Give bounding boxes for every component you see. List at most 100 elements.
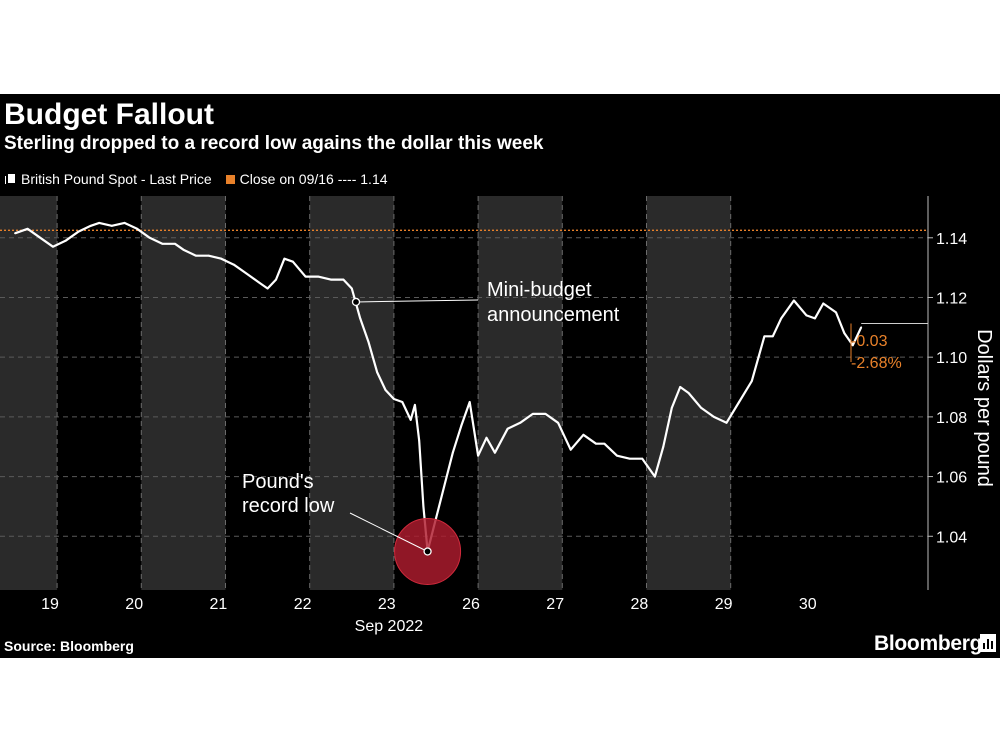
series-point bbox=[851, 344, 854, 347]
series-point bbox=[628, 457, 631, 460]
series-point bbox=[531, 412, 534, 415]
change-label: -2.68% bbox=[851, 355, 902, 372]
x-tick-label: 23 bbox=[378, 596, 396, 613]
series-point bbox=[771, 335, 774, 338]
series-point bbox=[763, 335, 766, 338]
reference-swatch-icon bbox=[225, 174, 235, 184]
y-tick-label: 1.12 bbox=[936, 290, 967, 307]
series-point bbox=[835, 311, 837, 314]
x-tick-label: 29 bbox=[715, 596, 733, 613]
x-axis-ticks: 19 20 21 22 23 26 27 28 29 30 bbox=[41, 596, 817, 613]
series-point bbox=[195, 254, 197, 257]
series-point bbox=[822, 302, 825, 305]
series-point bbox=[401, 401, 404, 403]
series-point bbox=[595, 442, 597, 445]
low-leader-line bbox=[349, 512, 428, 552]
series-point bbox=[342, 278, 345, 281]
series-point bbox=[51, 245, 54, 248]
gridlines bbox=[0, 237, 928, 537]
low-point-marker bbox=[423, 547, 432, 556]
x-tick-label: 28 bbox=[631, 596, 649, 613]
series-point bbox=[123, 221, 126, 224]
series-point bbox=[792, 299, 795, 302]
series-point bbox=[670, 407, 673, 409]
x-axis-label: Sep 2022 bbox=[355, 618, 424, 635]
series-point bbox=[477, 454, 479, 457]
line-series-swatch-icon bbox=[5, 174, 15, 184]
weekday-shading bbox=[0, 196, 732, 590]
series-point bbox=[603, 442, 606, 445]
series-point bbox=[679, 386, 682, 388]
series-point bbox=[687, 392, 690, 394]
series-point bbox=[700, 407, 703, 409]
y-axis-label: Dollars per pound bbox=[973, 329, 995, 487]
series-point bbox=[89, 224, 92, 227]
series-point bbox=[98, 221, 101, 224]
price-chart: 1.04 1.06 1.08 1.10 1.12 1.14 19 20 21 22 23 26 27 2… bbox=[0, 196, 995, 635]
series-point bbox=[182, 248, 185, 251]
series-point bbox=[275, 278, 277, 281]
series-point bbox=[422, 505, 425, 508]
y-tick-label: 1.06 bbox=[936, 470, 967, 487]
series-point bbox=[350, 287, 353, 290]
y-tick-label: 1.08 bbox=[936, 410, 967, 427]
series-point bbox=[77, 230, 80, 233]
last-value-marker: -0.03 -2.68% bbox=[850, 322, 928, 372]
series-point bbox=[468, 401, 471, 403]
series-point bbox=[148, 236, 151, 239]
series-point bbox=[725, 421, 728, 424]
legend: British Pound Spot - Last Price Close on… bbox=[4, 170, 388, 188]
low-annotation-text: Pound's bbox=[242, 471, 314, 493]
series-point bbox=[409, 418, 412, 421]
series-point bbox=[460, 424, 463, 427]
series-point bbox=[304, 275, 307, 278]
budget-leader-line bbox=[356, 299, 479, 303]
series-point bbox=[557, 421, 559, 424]
change-label: -0.03 bbox=[851, 333, 888, 350]
series-point bbox=[616, 454, 618, 457]
y-tick-label: 1.14 bbox=[936, 231, 967, 248]
series-point bbox=[384, 389, 387, 391]
brand-logo: Bloomberg bbox=[874, 632, 983, 655]
series-point bbox=[266, 287, 269, 290]
series-point bbox=[110, 224, 113, 227]
series-point bbox=[519, 421, 522, 424]
series-point bbox=[654, 475, 656, 478]
series-point bbox=[245, 272, 248, 275]
source-note: Source: Bloomberg bbox=[4, 638, 134, 654]
series-point bbox=[283, 257, 286, 260]
series-point bbox=[738, 401, 741, 403]
x-tick-label: 27 bbox=[546, 596, 564, 613]
legend-item-reference: Close on 09/16 ---- 1.14 bbox=[225, 170, 388, 188]
series-point bbox=[712, 415, 715, 418]
series-point bbox=[14, 232, 16, 235]
x-tick-label: 19 bbox=[41, 596, 59, 613]
series-point bbox=[359, 317, 362, 320]
series-point bbox=[443, 484, 446, 487]
x-tick-label: 21 bbox=[210, 596, 228, 613]
series-point bbox=[569, 448, 572, 451]
day-band-21 bbox=[141, 196, 226, 590]
legend-item-series: British Pound Spot - Last Price bbox=[4, 170, 212, 188]
day-band-19 bbox=[0, 196, 58, 590]
series-point bbox=[544, 412, 547, 415]
series-point bbox=[317, 275, 320, 278]
budget-point-marker bbox=[351, 297, 361, 307]
budget-annotation-text: announcement bbox=[487, 304, 620, 326]
series-point bbox=[329, 278, 332, 281]
day-band-23 bbox=[309, 196, 394, 590]
series-point bbox=[750, 380, 753, 382]
series-point bbox=[805, 314, 808, 317]
y-tick-label: 1.04 bbox=[936, 529, 967, 546]
x-tick-label: 26 bbox=[462, 596, 480, 613]
legend-series-label: British Pound Spot - Last Price bbox=[21, 171, 212, 187]
series-point bbox=[662, 445, 665, 448]
series-point bbox=[843, 332, 846, 335]
series-point bbox=[26, 227, 29, 230]
series-point bbox=[291, 260, 294, 263]
y-tick-label: 1.10 bbox=[936, 350, 967, 367]
series-point bbox=[258, 281, 261, 284]
series-point bbox=[485, 436, 488, 439]
series-point bbox=[39, 236, 42, 239]
